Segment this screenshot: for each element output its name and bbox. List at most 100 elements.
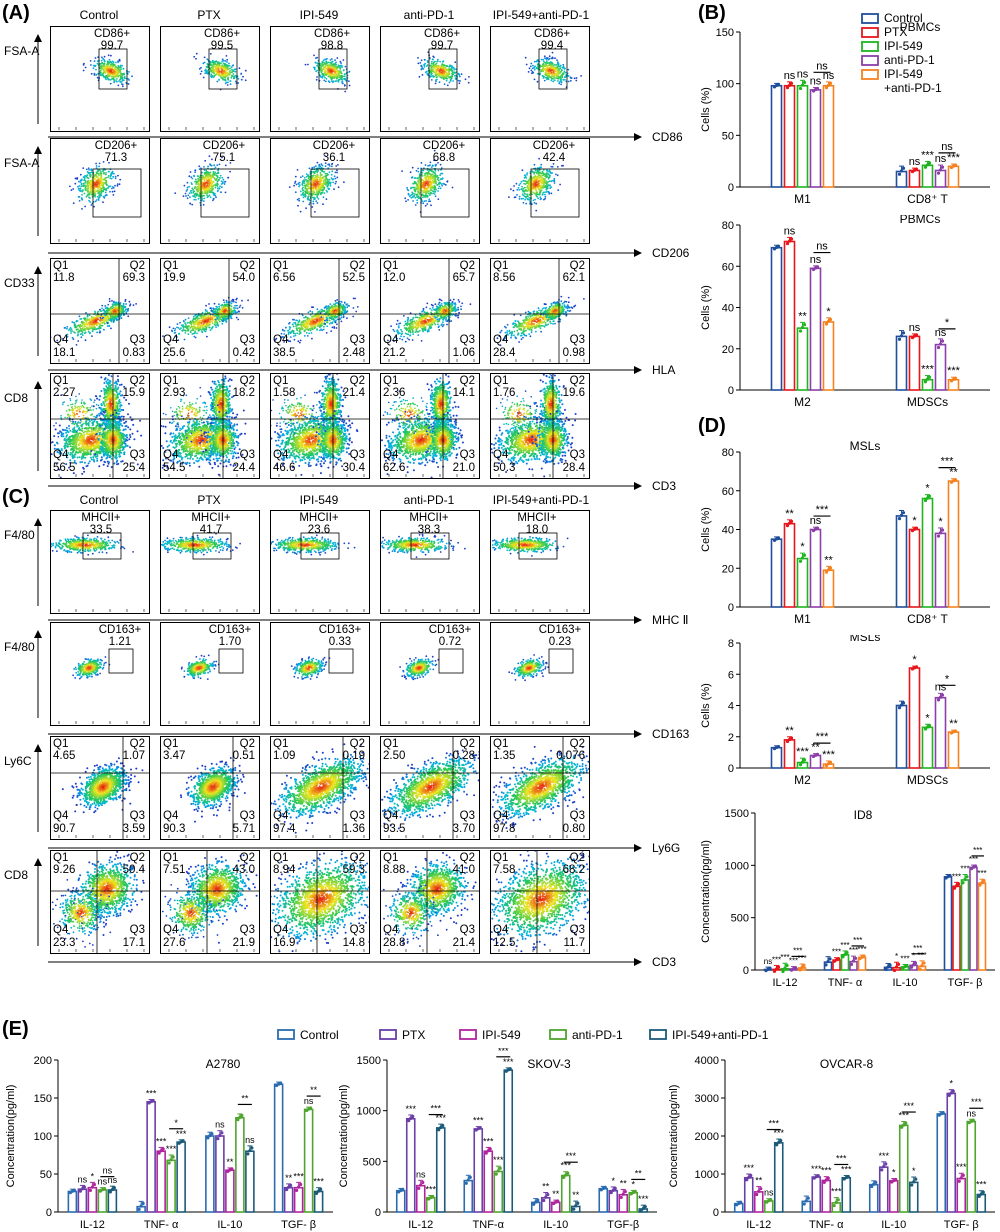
significance-label: ns <box>935 327 947 339</box>
y-axis-title: Cells (%) <box>700 285 712 330</box>
flow-plot <box>490 26 590 132</box>
data-point <box>936 698 941 702</box>
legend-swatch <box>459 1029 477 1040</box>
bar <box>921 726 934 769</box>
quadrant-name: Q3 <box>438 810 475 822</box>
data-point <box>959 1176 963 1180</box>
x-axis-label: HLA <box>652 363 675 377</box>
bar <box>773 1142 784 1213</box>
quadrant-value: 52.5 <box>328 272 365 284</box>
data-point <box>789 237 794 241</box>
x-axis-label: CD3 <box>652 479 676 493</box>
quadrant-name: Q2 <box>548 375 585 387</box>
y-axis-title: Concentration(pg/ml) <box>668 1085 680 1188</box>
data-point <box>798 559 803 563</box>
data-point <box>978 883 982 887</box>
data-point <box>925 163 930 167</box>
flow-plot <box>270 26 370 132</box>
bar <box>908 169 921 188</box>
bracket-label: ns <box>816 241 828 253</box>
data-point <box>317 1189 321 1193</box>
bar <box>934 343 947 391</box>
significance-label: ** <box>542 1181 550 1191</box>
significance-label: *** <box>425 1185 436 1195</box>
flow-plot <box>490 622 590 726</box>
significance-label: *** <box>772 955 781 964</box>
data-point <box>900 1125 904 1129</box>
data-point <box>789 736 794 740</box>
significance-label: ns <box>304 1096 314 1106</box>
data-point <box>940 339 945 343</box>
data-point <box>914 333 919 337</box>
quadrant-value: 1.58 <box>273 387 295 399</box>
quadrant-name: Q4 <box>383 449 398 461</box>
y-axis-arrow <box>34 630 42 718</box>
legend-label: PTX <box>884 25 907 39</box>
quadrant-name: Q2 <box>328 375 365 387</box>
gate-value: 98.8 <box>298 40 366 52</box>
significance-label: ns <box>966 1108 976 1118</box>
y-tick-label: 500 <box>363 1156 381 1168</box>
data-point <box>802 323 807 327</box>
gate-name: MHCII+ <box>285 512 353 524</box>
legend-swatch <box>861 55 879 66</box>
legend-label: +anti-PD-1 <box>884 81 942 95</box>
legend-label: IPI-549 <box>884 39 923 53</box>
data-point <box>897 337 902 341</box>
chart-title: SKOV-3 <box>527 1057 571 1071</box>
data-point <box>979 1192 983 1196</box>
legend-label: IPI-549 <box>482 1028 521 1042</box>
quadrant-value: 25.6 <box>163 347 185 359</box>
y-tick-label: 8 <box>728 638 734 650</box>
quadrant-name: Q3 <box>108 334 145 346</box>
y-axis-arrow <box>34 266 42 356</box>
bar <box>921 164 934 188</box>
data-point <box>824 1178 828 1182</box>
significance-label: *** <box>780 953 789 962</box>
bracket-label: ns <box>103 1166 113 1176</box>
data-point <box>834 1200 838 1204</box>
bar <box>822 84 835 188</box>
data-point <box>236 1118 240 1122</box>
data-point <box>775 1143 779 1147</box>
data-point <box>826 960 830 964</box>
quadrant-name: Q1 <box>273 375 288 387</box>
bar <box>947 165 960 188</box>
bracket-label: * <box>945 673 950 685</box>
data-point <box>824 764 829 768</box>
quadrant-name: Q3 <box>218 924 255 936</box>
data-point <box>789 81 794 86</box>
data-point <box>843 952 847 957</box>
quadrant-name: Q3 <box>218 449 255 461</box>
data-point <box>923 380 928 384</box>
x-axis-arrow <box>48 366 642 374</box>
gate-value: 18.0 <box>503 524 571 536</box>
quadrant-value: 68.2 <box>548 864 585 876</box>
y-tick-label: 0 <box>728 602 734 614</box>
data-point <box>927 494 932 498</box>
data-point <box>566 1171 570 1175</box>
significance-label: *** <box>977 869 986 878</box>
y-axis-title: Cells (%) <box>700 683 712 728</box>
data-point <box>897 172 902 176</box>
bar <box>405 1117 416 1213</box>
gate-name: CD86+ <box>188 28 256 40</box>
quadrant-value: 1.35 <box>493 750 515 762</box>
data-point <box>240 1113 244 1118</box>
data-point <box>556 1199 560 1203</box>
bracket-label: *** <box>913 944 922 953</box>
bar <box>956 1177 967 1213</box>
y-tick-label: 0 <box>743 965 749 977</box>
data-point <box>828 957 832 961</box>
data-point <box>947 1093 951 1097</box>
data-point <box>918 967 922 971</box>
significance-label: ns <box>810 76 822 88</box>
legend-swatch <box>277 1029 295 1040</box>
data-point <box>409 1116 413 1120</box>
data-point <box>981 1190 985 1194</box>
y-axis-arrow <box>34 858 42 946</box>
data-point <box>488 1147 492 1151</box>
data-point <box>220 1131 224 1135</box>
data-point <box>901 511 906 515</box>
data-point <box>431 1194 435 1199</box>
